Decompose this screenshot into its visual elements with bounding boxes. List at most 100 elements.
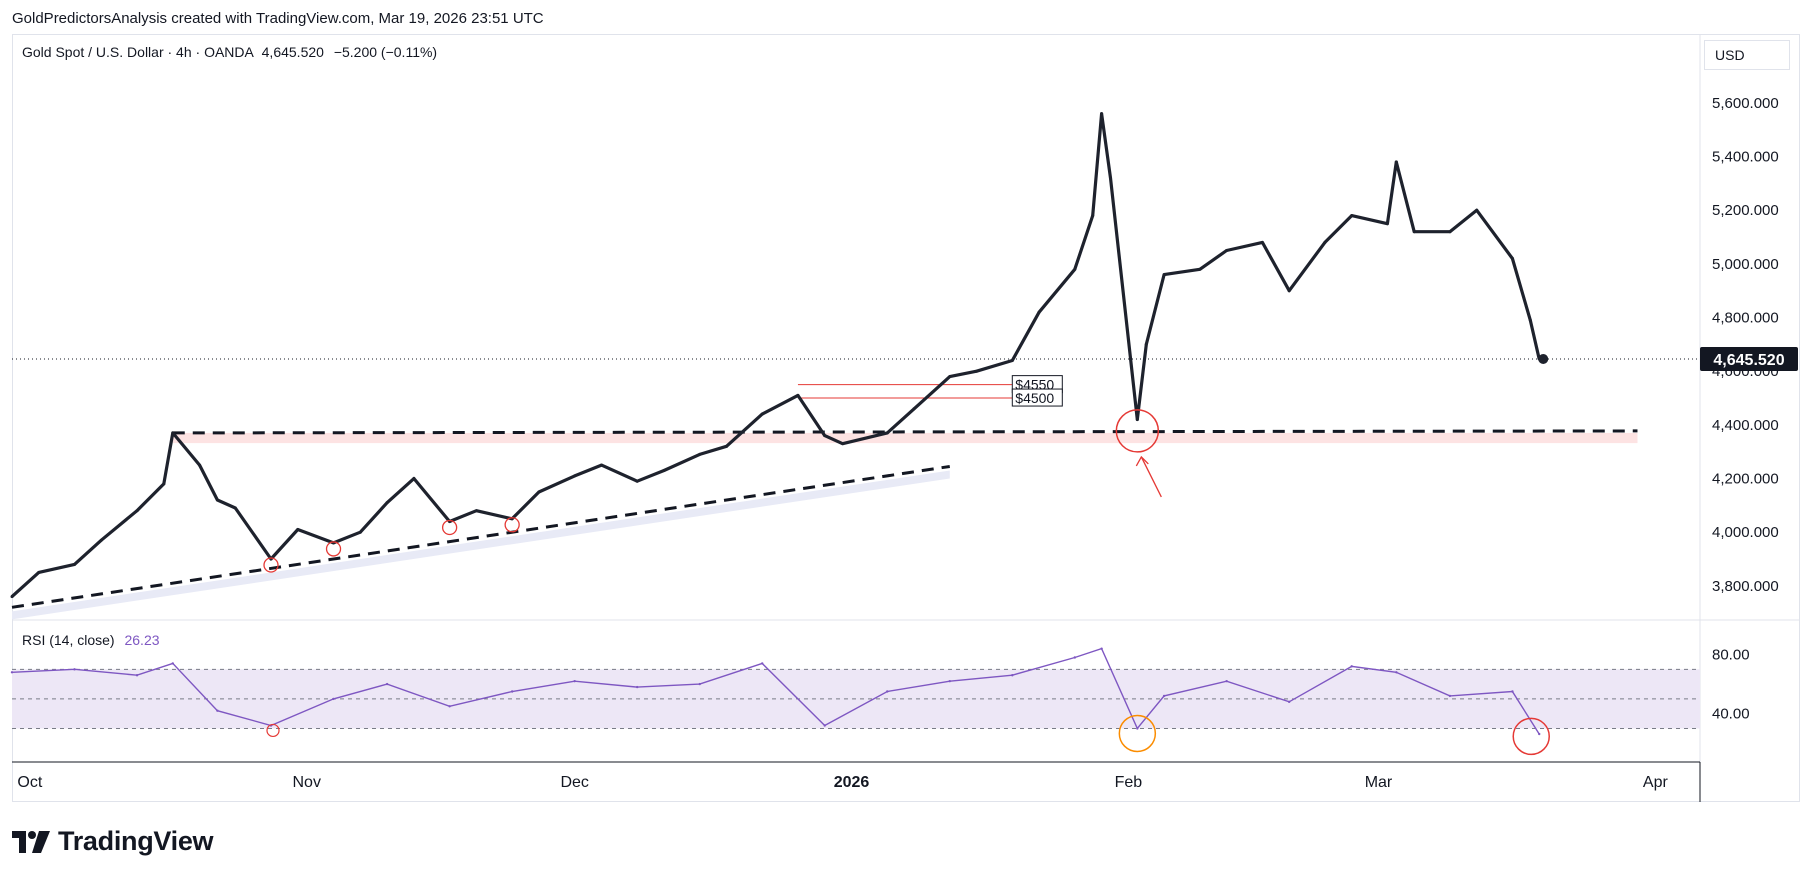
rsi-point xyxy=(573,679,576,683)
price-point xyxy=(724,444,728,448)
price-point xyxy=(474,509,478,513)
time-tick-label: Oct xyxy=(17,774,42,791)
rsi-point xyxy=(698,682,701,686)
rising-trendline xyxy=(11,464,951,609)
price-point xyxy=(10,595,14,599)
trendline-shade xyxy=(12,470,950,620)
price-point xyxy=(1287,289,1291,293)
price-point xyxy=(99,538,103,542)
price-point xyxy=(1073,267,1077,271)
time-tick-label: Apr xyxy=(1643,774,1669,791)
price-point xyxy=(1385,222,1389,226)
support-dashed-line xyxy=(172,429,1638,435)
price-point xyxy=(1412,230,1416,234)
rsi-value: 26.23 xyxy=(124,632,160,648)
swing-low-marker xyxy=(441,519,458,536)
swing-low-marker xyxy=(325,541,342,557)
price-point xyxy=(1510,257,1514,261)
retest-arrow-head xyxy=(1135,455,1149,467)
rsi-point xyxy=(332,697,335,701)
price-point xyxy=(215,498,219,502)
price-point xyxy=(296,528,300,532)
rsi-oversold-marker-orange xyxy=(1118,714,1157,753)
last-price-dot xyxy=(1538,354,1549,365)
swing-low-marker xyxy=(504,517,520,533)
rsi-point xyxy=(1011,674,1014,677)
level-4500-label: $4500 xyxy=(1015,390,1054,406)
price-tick-label: 5,400.000 xyxy=(1712,149,1779,166)
currency-button[interactable]: USD xyxy=(1704,40,1790,70)
price-point xyxy=(1135,418,1139,422)
rsi-point xyxy=(510,690,514,693)
price-point xyxy=(1144,342,1148,346)
price-point xyxy=(162,482,166,486)
price-point xyxy=(233,506,237,510)
price-point xyxy=(823,434,827,438)
price-point xyxy=(1323,240,1327,244)
tradingview-logo[interactable]: TradingView xyxy=(12,826,214,857)
price-point xyxy=(1037,310,1041,314)
price-change: −5.200 (−0.11%) xyxy=(333,44,438,60)
price-point xyxy=(358,530,362,534)
rsi-point xyxy=(73,668,76,671)
price-point xyxy=(662,468,666,472)
time-tick-label: 2026 xyxy=(834,774,870,791)
price-point xyxy=(1198,267,1202,271)
price-point xyxy=(1475,208,1479,212)
symbol-name: Gold Spot / U.S. Dollar · 4h · OANDA xyxy=(22,44,254,60)
price-point xyxy=(975,369,979,373)
support-zone xyxy=(172,432,1638,444)
rsi-point xyxy=(1136,727,1139,730)
retest-arrow xyxy=(1140,456,1162,498)
price-point xyxy=(1448,230,1452,234)
price-tick-label: 5,000.000 xyxy=(1712,256,1779,273)
chart-frame xyxy=(12,34,1800,802)
price-point xyxy=(385,501,389,505)
price-point xyxy=(1100,112,1104,116)
time-tick-label: Feb xyxy=(1115,774,1143,791)
price-point xyxy=(760,412,764,416)
price-point xyxy=(135,509,139,513)
price-point xyxy=(1260,240,1264,244)
rsi-point xyxy=(171,662,174,665)
level-4500-label-box xyxy=(1011,388,1063,407)
rsi-point xyxy=(1395,671,1398,674)
price-point xyxy=(1109,176,1113,180)
price-tick-label: 4,000.000 xyxy=(1712,524,1779,541)
rsi-tick-label: 80.00 xyxy=(1712,647,1750,664)
rsi-point xyxy=(948,679,951,683)
price-point xyxy=(37,570,41,574)
rsi-point xyxy=(1350,665,1353,668)
rsi-point xyxy=(635,685,639,689)
rsi-point xyxy=(1100,647,1103,650)
symbol-legend[interactable]: Gold Spot / U.S. Dollar · 4h · OANDA 4,6… xyxy=(22,44,437,60)
rsi-legend[interactable]: RSI (14, close) 26.23 xyxy=(22,632,160,648)
rsi-point xyxy=(385,682,389,686)
retest-circle-marker xyxy=(1115,409,1160,453)
price-point xyxy=(198,463,202,467)
rsi-point xyxy=(1162,694,1166,698)
price-point xyxy=(885,431,889,435)
price-point xyxy=(698,452,702,456)
price-tick-label: 4,200.000 xyxy=(1712,471,1779,488)
price-point xyxy=(1394,160,1398,164)
price-point xyxy=(73,562,77,566)
rsi-point xyxy=(886,690,889,693)
price-point xyxy=(841,442,845,446)
chart-attribution: GoldPredictorsAnalysis created with Trad… xyxy=(12,10,544,27)
price-point xyxy=(635,479,639,483)
rsi-point xyxy=(10,671,14,674)
price-series-line xyxy=(10,112,1541,598)
price-point xyxy=(796,393,800,397)
price-point xyxy=(171,431,175,435)
price-point xyxy=(948,375,952,379)
brand-name: TradingView xyxy=(58,826,214,856)
price-point xyxy=(573,474,577,478)
price-tick-label: 5,600.000 xyxy=(1712,95,1779,112)
rsi-point xyxy=(216,709,219,712)
price-point xyxy=(1225,248,1229,252)
rsi-point xyxy=(1287,700,1291,704)
rsi-name: RSI (14, close) xyxy=(22,632,115,648)
time-tick-label: Mar xyxy=(1365,774,1393,791)
